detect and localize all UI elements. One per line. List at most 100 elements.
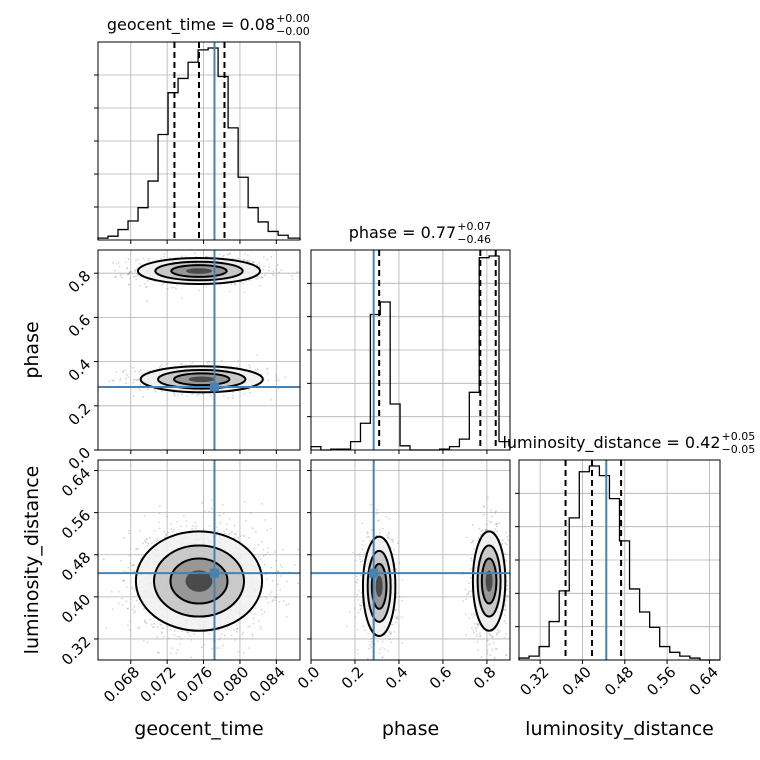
sample-point xyxy=(287,603,290,605)
sample-point xyxy=(143,640,145,642)
sample-point xyxy=(250,512,252,515)
sample-point xyxy=(147,542,150,545)
sample-point xyxy=(176,649,179,652)
sample-point xyxy=(255,278,257,280)
sample-point xyxy=(143,608,145,611)
sample-point xyxy=(504,622,507,625)
sample-point xyxy=(146,299,149,302)
sample-point xyxy=(201,501,204,504)
sample-point xyxy=(486,639,489,642)
sample-point xyxy=(361,560,364,562)
sample-point xyxy=(176,394,179,396)
sample-point xyxy=(465,634,467,636)
sample-point xyxy=(476,640,479,643)
sample-point xyxy=(480,656,483,658)
sample-point xyxy=(308,375,310,377)
sample-point xyxy=(282,599,285,602)
sample-point xyxy=(393,631,396,633)
sample-point xyxy=(128,529,131,532)
sample-point xyxy=(361,544,364,546)
sample-point xyxy=(381,656,384,659)
sample-point xyxy=(354,616,357,619)
title-sub: −0.05 xyxy=(722,443,756,456)
sample-point xyxy=(198,392,201,395)
x-tick-label: 0.4 xyxy=(382,663,412,693)
sample-point xyxy=(172,530,174,533)
sample-point xyxy=(494,647,497,650)
sample-point xyxy=(503,620,506,623)
sample-point xyxy=(362,540,365,543)
sample-point xyxy=(181,630,183,633)
truth-marker xyxy=(209,382,219,392)
sample-point xyxy=(496,530,498,532)
sample-point xyxy=(266,372,269,375)
sample-point xyxy=(239,535,242,538)
sample-point xyxy=(153,530,156,532)
sample-point xyxy=(173,528,175,531)
sample-point xyxy=(280,575,282,577)
x-tick-label: 0.6 xyxy=(426,663,456,693)
sample-point xyxy=(198,289,201,292)
sample-point xyxy=(352,551,354,554)
sample-point xyxy=(161,632,164,634)
sample-point xyxy=(262,548,265,551)
sample-point xyxy=(114,276,116,279)
sample-point xyxy=(230,365,233,368)
sample-point xyxy=(267,379,270,382)
sample-point xyxy=(186,395,189,397)
sample-point xyxy=(494,511,497,514)
sample-point xyxy=(264,553,267,556)
sample-point xyxy=(172,392,175,395)
scatter-panel-phase-luminosity_distance xyxy=(307,459,511,664)
sample-point xyxy=(125,377,127,380)
sample-point xyxy=(464,613,467,616)
sample-point xyxy=(194,522,197,524)
sample-point xyxy=(128,283,131,286)
sample-point xyxy=(134,570,136,573)
sample-point xyxy=(504,604,507,606)
y-tick-label: 0.32 xyxy=(58,633,94,669)
x-tick-label: 0.084 xyxy=(246,663,289,706)
sample-point xyxy=(483,506,485,509)
sample-point xyxy=(386,535,389,537)
sample-point xyxy=(128,554,131,557)
sample-point xyxy=(156,636,159,639)
sample-point xyxy=(218,514,220,517)
sample-point xyxy=(137,626,140,629)
sample-point xyxy=(165,363,168,366)
sample-point xyxy=(248,536,251,539)
sample-point xyxy=(230,283,233,285)
sample-point xyxy=(396,617,399,620)
sample-point xyxy=(142,395,145,398)
sample-point xyxy=(273,599,276,601)
sample-point xyxy=(370,528,373,531)
sample-point xyxy=(147,388,149,390)
sample-point xyxy=(163,635,165,638)
sample-point xyxy=(476,622,478,625)
sample-point xyxy=(247,389,250,391)
sample-point xyxy=(366,532,369,535)
sample-point xyxy=(275,376,278,379)
sample-point xyxy=(132,382,135,384)
sample-point xyxy=(505,633,507,635)
sample-point xyxy=(157,521,160,524)
hist-panel-luminosity_distance xyxy=(515,459,721,664)
x-tick-label: 0.068 xyxy=(100,663,143,706)
scatter-panel-geocent_time-phase xyxy=(94,249,310,454)
sample-point xyxy=(136,378,139,381)
title-text: geocent_time = 0.08 xyxy=(107,15,275,35)
sample-point xyxy=(387,536,389,539)
sample-point xyxy=(179,643,182,645)
sample-point xyxy=(389,631,392,634)
sample-point xyxy=(248,391,251,394)
title-sup: +0.00 xyxy=(276,12,310,25)
sample-point xyxy=(158,367,161,369)
sample-point xyxy=(221,255,224,258)
sample-point xyxy=(128,272,131,274)
sample-point xyxy=(131,564,134,566)
sample-point xyxy=(184,255,187,257)
sample-point xyxy=(193,633,196,636)
